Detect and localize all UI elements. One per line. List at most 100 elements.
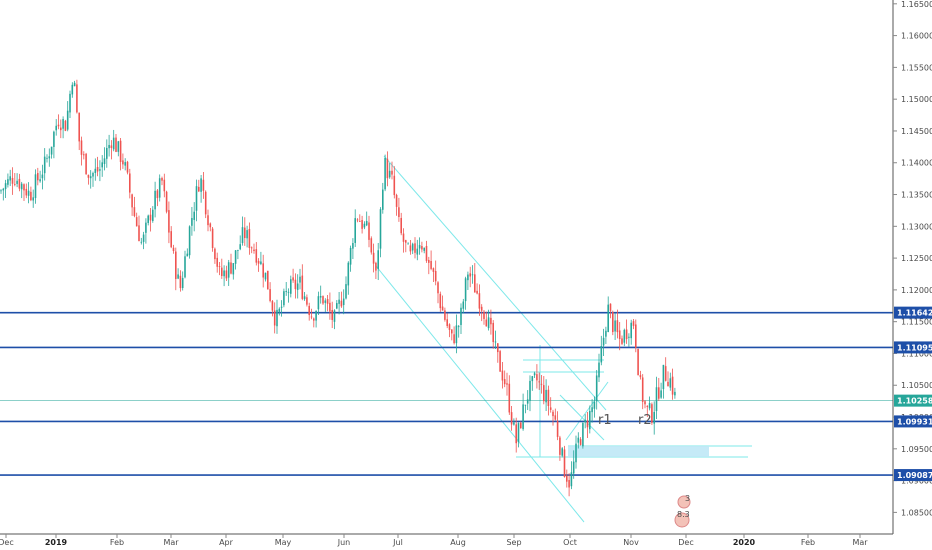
candle-body bbox=[625, 329, 628, 340]
candle-body bbox=[177, 274, 179, 279]
candle-body bbox=[494, 341, 497, 343]
candle-body bbox=[340, 300, 343, 307]
candle-body bbox=[200, 178, 202, 192]
candle-body bbox=[391, 170, 393, 175]
candle-body bbox=[94, 168, 97, 173]
candle-body bbox=[285, 291, 287, 293]
candle-body bbox=[278, 308, 281, 312]
candle-body bbox=[377, 250, 379, 269]
candle-body bbox=[73, 82, 76, 87]
candle-body bbox=[635, 324, 637, 348]
channel-upper-line[interactable] bbox=[383, 155, 607, 411]
candle-body bbox=[614, 320, 616, 332]
candle-body bbox=[223, 270, 225, 277]
candle-body bbox=[140, 241, 143, 243]
candle-body bbox=[124, 162, 126, 166]
level-tag[interactable] bbox=[894, 306, 932, 319]
candle-body bbox=[195, 186, 198, 211]
candle-body bbox=[198, 186, 200, 192]
candle-body bbox=[522, 404, 524, 430]
event-badges[interactable]: 3 8.3 bbox=[674, 494, 691, 528]
flag-event-icon[interactable] bbox=[674, 512, 690, 528]
earnings-badge-icon[interactable] bbox=[677, 495, 691, 509]
candle-body bbox=[250, 247, 253, 249]
candle-body bbox=[616, 320, 619, 333]
candle-body bbox=[103, 158, 106, 164]
candle-body bbox=[336, 303, 338, 309]
candle-body bbox=[41, 174, 44, 179]
time-axis[interactable]: Dec 2019 Feb Mar Apr May Jun Jul Aug Sep Oct Nov Dec… bbox=[0, 534, 868, 547]
candle-body bbox=[469, 273, 471, 277]
candle-body bbox=[158, 178, 161, 198]
candle-body bbox=[69, 93, 71, 113]
candle-body bbox=[669, 378, 672, 388]
candle-body bbox=[653, 411, 655, 424]
price-tick-label: 1.11500 bbox=[901, 318, 932, 327]
candle-body bbox=[506, 383, 508, 385]
level-tag[interactable] bbox=[894, 341, 932, 354]
candle-body bbox=[579, 439, 582, 445]
candle-body bbox=[497, 343, 499, 353]
candle-body bbox=[234, 250, 237, 264]
candle-body bbox=[582, 423, 584, 447]
candle-body bbox=[25, 188, 28, 196]
time-tick-label: Mar bbox=[852, 538, 868, 547]
candle-body bbox=[545, 389, 547, 403]
candle-body bbox=[39, 179, 41, 182]
candle-body bbox=[32, 197, 34, 201]
candle-body bbox=[112, 137, 115, 150]
candle-body bbox=[513, 422, 515, 425]
candle-body bbox=[471, 274, 474, 276]
candle-body bbox=[50, 146, 53, 155]
level-tag[interactable] bbox=[894, 469, 932, 482]
candle-body bbox=[559, 437, 561, 455]
candle-body bbox=[27, 190, 30, 196]
candle-body bbox=[149, 214, 152, 221]
candle-body bbox=[444, 310, 446, 320]
candle-body bbox=[317, 296, 320, 310]
candle-body bbox=[184, 256, 186, 278]
plot-area[interactable] bbox=[0, 0, 893, 534]
candle-body bbox=[630, 322, 632, 339]
candle-body bbox=[561, 448, 563, 456]
candle-body bbox=[80, 140, 83, 155]
candle-body bbox=[34, 174, 37, 199]
candle-body bbox=[319, 296, 322, 298]
candle-body bbox=[147, 215, 149, 223]
price-axis[interactable]: 1.16500 1.16000 1.15500 1.15000 1.14500 1.140… bbox=[893, 0, 932, 517]
candle-body bbox=[218, 266, 221, 267]
candle-body bbox=[483, 311, 485, 319]
candle-body bbox=[563, 449, 566, 477]
candle-body bbox=[405, 240, 407, 243]
candle-body bbox=[667, 381, 669, 387]
candle-body bbox=[402, 233, 405, 242]
candle-body bbox=[326, 299, 329, 304]
annotation-r1[interactable]: r1 bbox=[598, 413, 612, 428]
candle-body bbox=[418, 245, 421, 249]
candle-body bbox=[48, 156, 51, 159]
time-tick-label: May bbox=[275, 538, 292, 547]
candle-body bbox=[232, 263, 235, 275]
candle-body bbox=[448, 324, 451, 330]
candle-body bbox=[106, 147, 108, 159]
candle-body bbox=[425, 245, 428, 261]
channel-lower-line[interactable] bbox=[375, 265, 585, 523]
candle-body bbox=[600, 346, 603, 363]
time-tick-label: Jun bbox=[337, 538, 351, 547]
candle-body bbox=[227, 262, 230, 278]
last-price-tag[interactable] bbox=[894, 394, 932, 407]
candle-body bbox=[593, 401, 596, 409]
candle-body bbox=[660, 390, 662, 398]
candle-body bbox=[202, 179, 205, 191]
last-price-label: 1.10258 bbox=[897, 397, 932, 406]
candle-body bbox=[230, 262, 232, 274]
level-tag[interactable] bbox=[894, 415, 932, 428]
annotation-r2[interactable]: r2 bbox=[638, 413, 652, 428]
candle-body bbox=[76, 84, 78, 113]
candle-body bbox=[324, 300, 327, 303]
wedge-diag-2[interactable] bbox=[565, 381, 609, 441]
demand-zone[interactable] bbox=[568, 446, 709, 457]
candle-body bbox=[255, 249, 258, 263]
